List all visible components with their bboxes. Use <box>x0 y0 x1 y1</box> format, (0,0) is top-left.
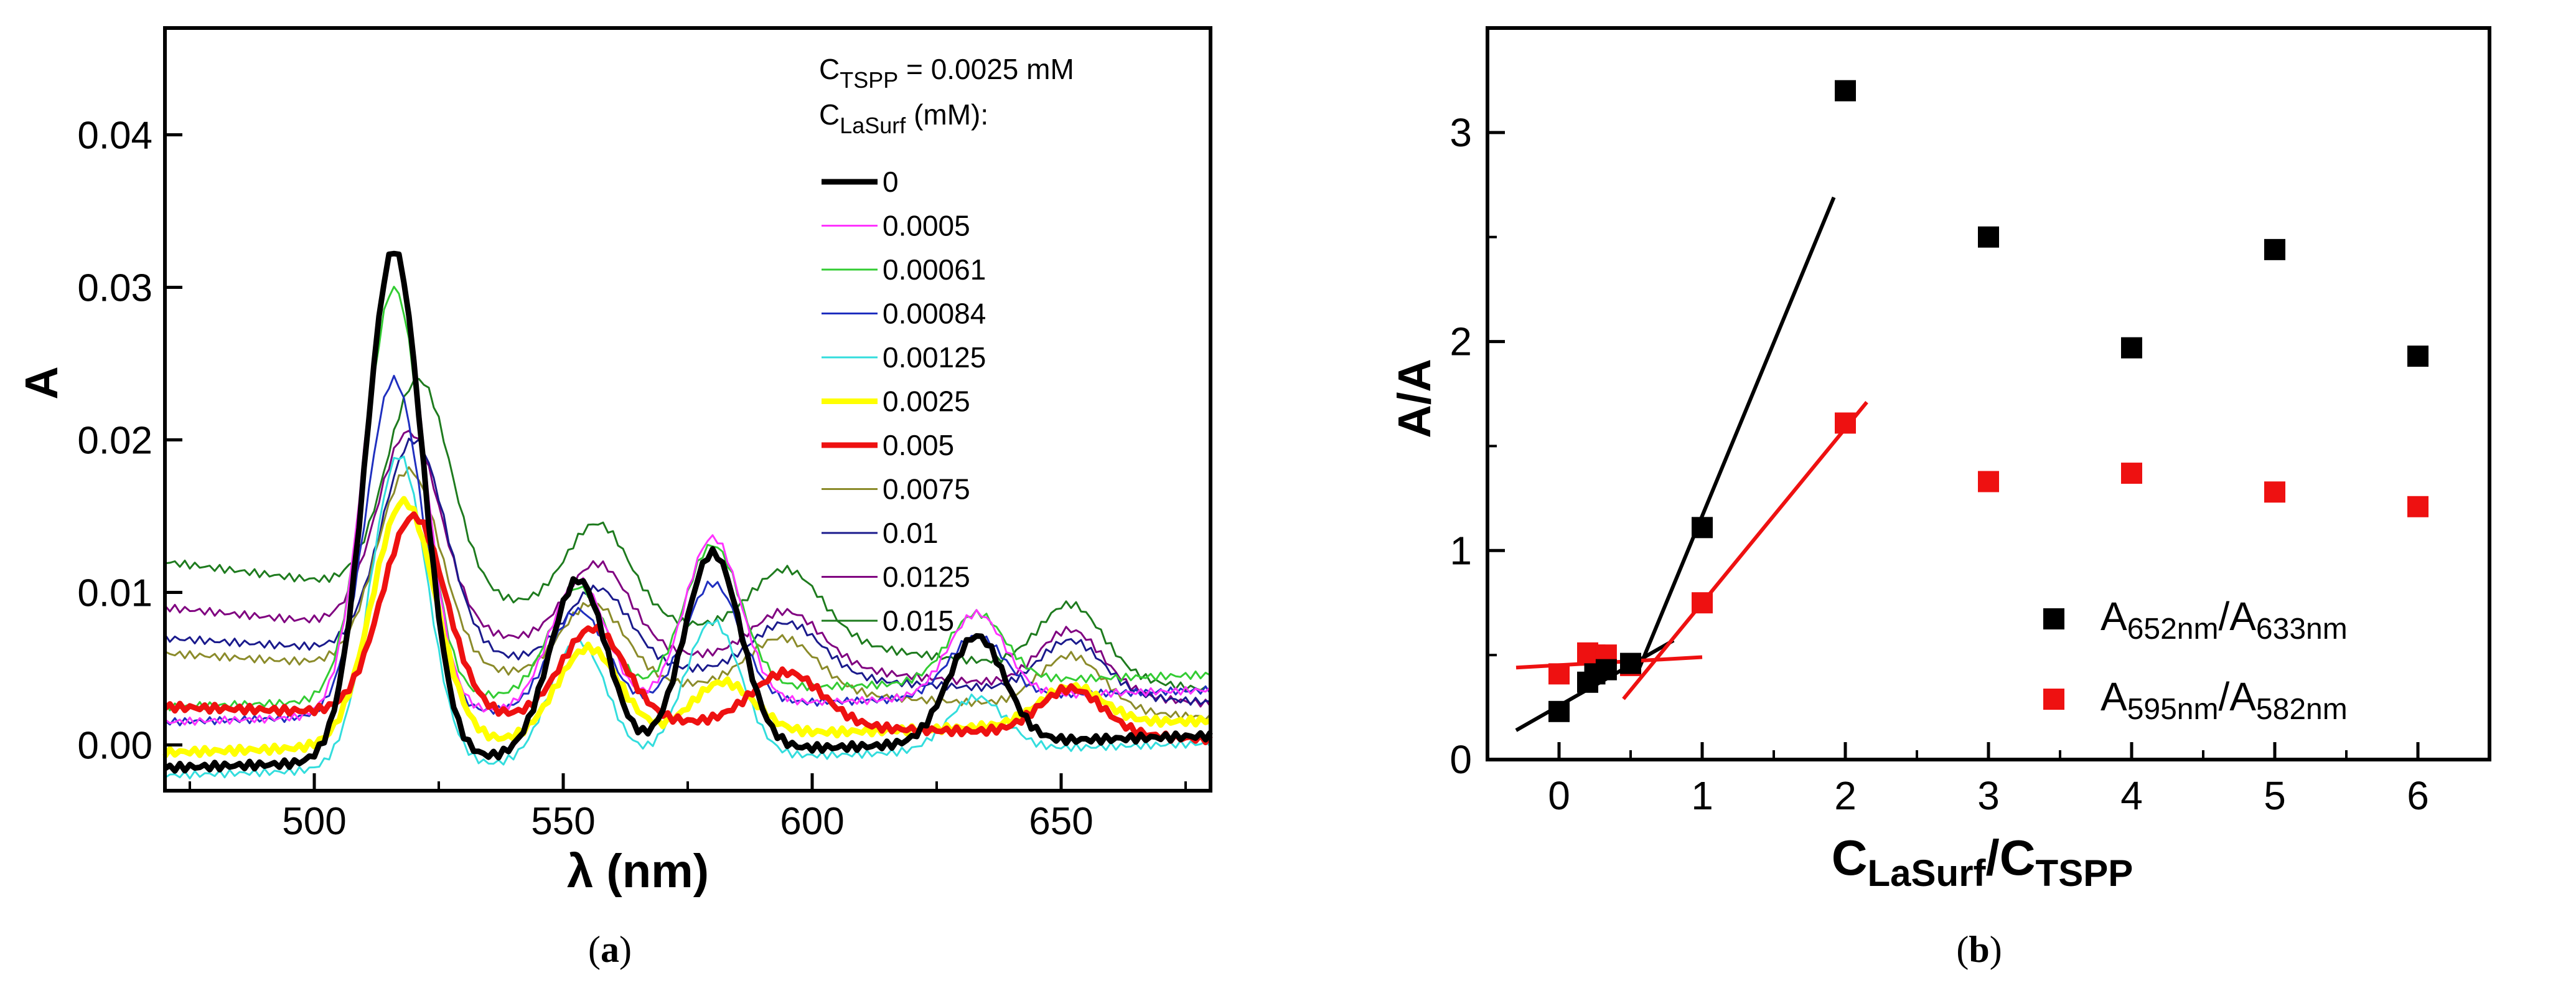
panel-b-y-tick-label: 0 <box>1450 737 1472 782</box>
panel-a-y-axis-label: A <box>16 366 67 399</box>
panel-b-fit-line <box>1636 196 1836 673</box>
panel-b-point <box>2264 481 2285 503</box>
panel-a-axes: 500 550 600 650 0.00 0.01 0.02 0.03 0.04 <box>77 26 1212 843</box>
panel-a-y-tick-label: 0.01 <box>77 572 152 615</box>
panel-a-legend-label: 0.00061 <box>883 253 986 286</box>
panel-a-y-tick-label: 0.02 <box>77 420 152 463</box>
spectrum-line-0.01 <box>164 437 1211 706</box>
panel-b-x-tick-label: 5 <box>2264 773 2286 818</box>
panel-b-fit-line <box>1622 401 1868 700</box>
panel-b-point <box>1835 412 1856 434</box>
panel-b-axes: 0 1 2 3 4 5 6 0 1 2 3 <box>1450 26 2491 818</box>
panel-b-point <box>1692 592 1713 614</box>
panel-a-legend-label: 0.00084 <box>883 298 986 330</box>
panel-a-legend-label: 0.005 <box>883 429 954 461</box>
panel-b-y-tick-label: 3 <box>1450 110 1472 155</box>
panel-a-legend-label: 0.0075 <box>883 473 970 506</box>
panel-b-point <box>1692 517 1713 539</box>
panel-a-legend-header-2: CLaSurf (mM): <box>819 98 988 138</box>
panel-b-frame <box>1486 26 2491 761</box>
panel-b-legend-label-black: A652nm/A633nm <box>2101 594 2348 646</box>
panel-b-point <box>2121 337 2142 359</box>
panel-a-legend-label: 0 <box>883 166 899 198</box>
panel-b-x-tick-label: 1 <box>1691 773 1713 818</box>
panel-a-legend-label: 0.01 <box>883 517 939 549</box>
panel-a-legend-label: 0.0125 <box>883 561 970 593</box>
panel-b-caption: (b) <box>1956 929 2002 970</box>
panel-a-legend-label: 0.00125 <box>883 341 986 374</box>
panel-b-x-tick-label: 6 <box>2407 773 2429 818</box>
panel-a-legend: 0 0.0005 0.00061 0.00084 0.00125 0.0025 0.005 0… <box>822 166 986 637</box>
panel-b-x-tick-label: 3 <box>1977 773 2000 818</box>
panel-b-x-tick-label: 0 <box>1548 773 1570 818</box>
panel-b-fit-lines <box>1515 196 1868 732</box>
panel-b-x-axis-label: CLaSurf/CTSPP <box>1832 830 2133 894</box>
panel-a-chart: 500 550 600 650 0.00 0.01 0.02 0.03 0.04 A λ (nm… <box>16 26 1213 970</box>
panel-a-y-tick-label: 0.04 <box>77 115 152 158</box>
panel-a-y-tick-label: 0.03 <box>77 267 152 310</box>
panel-b-point <box>1595 659 1617 680</box>
panel-b-chart: 0 1 2 3 4 5 6 0 1 2 3 A/A CLaSurf/CTSPP A652nm/A63… <box>1389 26 2491 970</box>
panel-a-legend-header-1: CTSPP = 0.0025 mM <box>819 53 1074 93</box>
panel-a-frame <box>163 26 1212 793</box>
panel-b-point <box>2121 463 2142 484</box>
panel-b-point <box>2407 496 2428 517</box>
spectrum-line-0.00084 <box>164 375 1212 727</box>
panel-b-point <box>1835 80 1856 101</box>
spectrum-line-0.0005 <box>164 251 1211 726</box>
panel-b-point <box>1978 471 1999 492</box>
panel-b-y-tick-label: 1 <box>1450 528 1472 573</box>
panel-a-y-tick-label: 0.00 <box>77 725 152 768</box>
panel-a-x-tick-label: 650 <box>1029 800 1093 843</box>
panel-a-legend-label: 0.0025 <box>883 385 970 418</box>
panel-b-x-tick-label: 4 <box>2120 773 2143 818</box>
panel-a-legend-label: 0.015 <box>883 605 954 637</box>
panel-b-point <box>1620 652 1641 674</box>
panel-b-point <box>1978 226 1999 248</box>
panel-b-point <box>1548 663 1570 685</box>
panel-b-point <box>2407 346 2428 367</box>
panel-b-y-tick-label: 2 <box>1450 319 1472 364</box>
panel-a-series-group <box>162 250 1213 779</box>
spectrum-line-0 <box>163 250 1213 774</box>
panel-a-caption: (a) <box>588 929 632 970</box>
panel-b-legend-marker-black <box>2043 608 2064 629</box>
panel-b-legend-marker-red <box>2043 689 2064 710</box>
panel-b-point <box>1548 700 1570 722</box>
spectrum-line-0.00125 <box>164 455 1212 779</box>
panel-a-x-tick-label: 600 <box>780 800 844 843</box>
panel-b-point <box>2264 238 2285 260</box>
panel-a-x-tick-label: 500 <box>282 800 346 843</box>
panel-a-x-tick-label: 550 <box>531 800 595 843</box>
panel-b-y-axis-label: A/A <box>1389 359 1440 438</box>
spectrum-line-0.005 <box>162 511 1213 745</box>
spectrum-line-0.0125 <box>164 430 1212 708</box>
panel-b-x-tick-label: 2 <box>1834 773 1857 818</box>
panel-b-points <box>1548 80 2428 722</box>
panel-a-legend-label: 0.0005 <box>883 210 970 242</box>
panel-a-x-axis-label: λ (nm) <box>567 845 709 898</box>
panel-b-legend-label-red: A595nm/A582nm <box>2101 674 2348 726</box>
